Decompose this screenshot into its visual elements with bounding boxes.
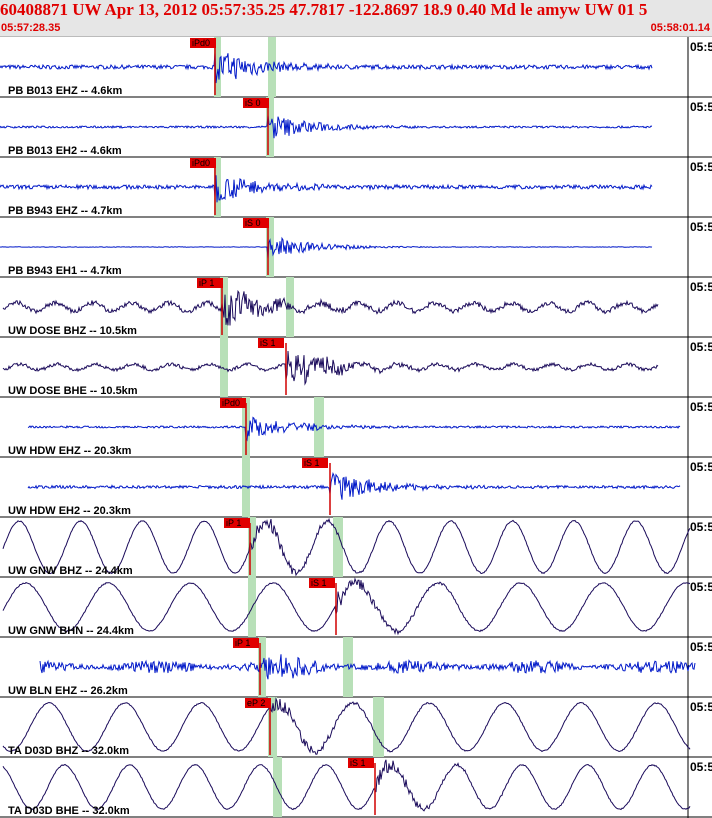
waveform (2, 350, 659, 386)
pick-label-box[interactable] (302, 458, 328, 468)
pick-label: iS 1 (311, 578, 327, 588)
time-label: 05:5 (690, 520, 712, 534)
pick-window (266, 217, 274, 277)
pick-window (258, 637, 266, 697)
trace-row[interactable]: iPd0 PB B943 EHZ -- 4.7km 05:5 (0, 157, 712, 218)
end-time-label: 05:58:01.14 (650, 22, 710, 34)
trace-label: UW GNW BHZ -- 24.4km (8, 565, 133, 577)
trace-label: PB B943 EH1 -- 4.7km (8, 265, 122, 277)
pick-label-box[interactable] (348, 758, 374, 768)
pick-label: iS 1 (260, 338, 276, 348)
pick-window (343, 637, 353, 697)
time-label: 05:5 (690, 160, 712, 174)
pick-label-box[interactable] (309, 578, 335, 588)
pick-label: iP 1 (226, 518, 241, 528)
pick-label: iP 1 (199, 278, 214, 288)
trace-row[interactable]: iS 1 UW GNW BHN -- 24.4km 05:5 (0, 577, 712, 638)
pick-label: iP 1 (235, 638, 250, 648)
pick-window (314, 397, 324, 457)
seismogram-panel: iPd0 PB B013 EHZ -- 4.6km 05:5 iS 0 PB B013 … (0, 37, 712, 818)
trace-row[interactable]: iS 1 UW HDW EH2 -- 20.3km 05:5 (0, 457, 712, 518)
pick-window (286, 277, 294, 337)
pick-label-box[interactable] (220, 398, 246, 408)
trace-label: UW DOSE BHE -- 10.5km (8, 385, 138, 397)
pick-window (214, 37, 221, 97)
trace-row[interactable]: eP 2 TA D03D BHZ -- 32.0km 05:5 (0, 697, 712, 758)
pick-label: iPd0 (222, 398, 240, 408)
trace-label: PB B013 EHZ -- 4.6km (8, 85, 123, 97)
pick-label: eP 2 (247, 698, 265, 708)
pick-label-box[interactable] (245, 698, 271, 708)
pick-label-box[interactable] (243, 218, 269, 228)
time-label: 05:5 (690, 400, 712, 414)
pick-label-box[interactable] (224, 518, 250, 528)
time-label: 05:5 (690, 280, 712, 294)
time-label: 05:5 (690, 760, 712, 774)
pick-label-box[interactable] (190, 38, 216, 48)
time-label: 05:5 (690, 640, 712, 654)
pick-window (268, 697, 277, 757)
pick-label-box[interactable] (258, 338, 284, 348)
event-title: 60408871 UW Apr 13, 2012 05:57:35.25 47.… (0, 0, 648, 19)
pick-window (220, 337, 228, 397)
trace-label: UW BLN EHZ -- 26.2km (8, 685, 128, 697)
trace-row[interactable]: iS 0 PB B013 EH2 -- 4.6km 05:5 (0, 97, 712, 158)
start-time-label: 05:57:28.35 (1, 22, 61, 34)
pick-label-box[interactable] (243, 98, 269, 108)
pick-label: iS 1 (304, 458, 320, 468)
waveform (2, 517, 691, 577)
pick-label-box[interactable] (233, 638, 259, 648)
event-header: 60408871 UW Apr 13, 2012 05:57:35.25 47.… (0, 0, 712, 37)
waveform (2, 577, 691, 636)
waveform (0, 52, 653, 84)
pick-window (273, 757, 282, 817)
pick-label-box[interactable] (190, 158, 216, 168)
trace-label: UW DOSE BHZ -- 10.5km (8, 325, 137, 337)
time-label: 05:5 (690, 460, 712, 474)
pick-window (268, 37, 276, 97)
waveform (0, 115, 653, 139)
trace-label: PB B013 EH2 -- 4.6km (8, 145, 122, 157)
waveform (27, 416, 681, 442)
trace-row[interactable]: iP 1 UW BLN EHZ -- 26.2km 05:5 (0, 637, 712, 698)
trace-row[interactable]: iS 1 TA D03D BHE -- 32.0km 05:5 (0, 757, 712, 818)
waveform (39, 654, 696, 680)
waveform (0, 175, 653, 203)
waveform (2, 289, 659, 326)
waveform (2, 697, 691, 755)
pick-label: iS 1 (350, 758, 366, 768)
waveform (27, 471, 681, 500)
waveform (2, 759, 691, 812)
trace-row[interactable]: iPd0 UW HDW EHZ -- 20.3km 05:5 (0, 397, 712, 458)
waveform (0, 236, 653, 259)
pick-window (266, 97, 274, 157)
trace-row[interactable]: iP 1 UW GNW BHZ -- 24.4km 05:5 (0, 517, 712, 578)
pick-label: iPd0 (192, 158, 210, 168)
trace-label: PB B943 EHZ -- 4.7km (8, 205, 123, 217)
pick-label: iS 0 (245, 98, 261, 108)
time-label: 05:5 (690, 40, 712, 54)
time-label: 05:5 (690, 580, 712, 594)
pick-label: iPd0 (192, 38, 210, 48)
trace-row[interactable]: iS 0 PB B943 EH1 -- 4.7km 05:5 (0, 217, 712, 278)
trace-label: TA D03D BHE -- 32.0km (8, 805, 130, 817)
trace-row[interactable]: iPd0 PB B013 EHZ -- 4.6km 05:5 (0, 37, 712, 98)
trace-row[interactable]: iP 1 UW DOSE BHZ -- 10.5km 05:5 (0, 277, 712, 338)
time-label: 05:5 (690, 100, 712, 114)
time-label: 05:5 (690, 220, 712, 234)
trace-label: TA D03D BHZ -- 32.0km (8, 745, 129, 757)
trace-label: UW GNW BHN -- 24.4km (8, 625, 134, 637)
time-label: 05:5 (690, 700, 712, 714)
pick-label: iS 0 (245, 218, 261, 228)
trace-row[interactable]: iS 1 UW DOSE BHE -- 10.5km 05:5 (0, 337, 712, 398)
trace-label: UW HDW EH2 -- 20.3km (8, 505, 131, 517)
pick-window (373, 697, 384, 757)
time-label: 05:5 (690, 340, 712, 354)
pick-window (333, 517, 343, 577)
trace-label: UW HDW EHZ -- 20.3km (8, 445, 132, 457)
pick-label-box[interactable] (197, 278, 223, 288)
